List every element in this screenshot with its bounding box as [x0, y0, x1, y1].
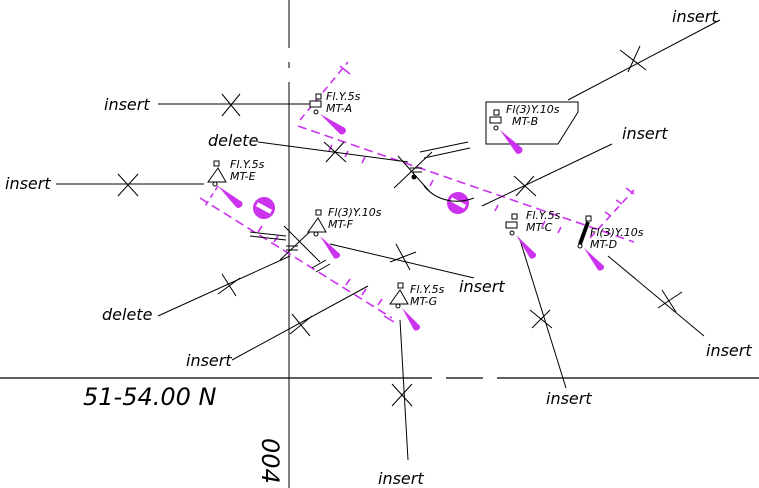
buoy-name: MT-A	[326, 102, 352, 115]
buoy-light: Fl.Y.5s	[326, 90, 361, 103]
buoy-name: MT-F	[328, 218, 354, 231]
buoy-mt-c: Fl.Y.5s MT-C	[505, 209, 561, 259]
annotation-insert-top-right: insert	[672, 7, 718, 26]
fairway-limit-lines	[199, 61, 635, 323]
topmark-icon	[577, 215, 592, 249]
buoy-mt-d: Fl(3)Y.10s MT-D	[577, 215, 644, 271]
buoy-light: Fl(3)Y.10s	[590, 226, 644, 239]
topmark-icon	[307, 209, 327, 237]
topmark-icon	[207, 160, 227, 187]
annotation-insert-mt-a: insert	[104, 95, 150, 114]
buoy-mt-a: Fl.Y.5s MT-A	[309, 90, 361, 135]
no-entry-symbol-right	[447, 192, 469, 214]
buoy-name: MT-G	[410, 295, 437, 308]
light-flare-icon	[402, 308, 421, 331]
light-flare-icon	[320, 236, 341, 259]
no-entry-symbol-left	[253, 197, 275, 219]
restricted-area-symbols	[253, 192, 469, 219]
leader-lines	[56, 19, 721, 461]
annotation-insert-mt-e: insert	[5, 174, 51, 193]
buoy-mt-g: Fl.Y.5s MT-G	[389, 282, 445, 331]
buoy-name: MT-C	[526, 221, 553, 234]
annotation-insert-mt-f: insert	[459, 277, 505, 296]
buoy-name: MT-E	[230, 170, 256, 183]
light-flare-icon	[516, 235, 537, 259]
buoy-light: Fl.Y.5s	[526, 209, 561, 222]
buoy-mt-f: Fl(3)Y.10s MT-F	[307, 206, 382, 259]
buoy-light: Fl.Y.5s	[230, 158, 265, 171]
annotation-insert-mt-d: insert	[706, 341, 752, 360]
annotation-insert-mt-b: insert	[622, 124, 668, 143]
light-flare-icon	[218, 186, 243, 208]
light-flare-icon	[584, 248, 605, 271]
annotation-delete-upper: delete	[208, 131, 259, 150]
annotation-insert-mt-g: insert	[186, 351, 232, 370]
mt-b-callout	[485, 101, 579, 145]
annotation-delete-lower: delete	[102, 305, 153, 324]
buoy-light: Fl.Y.5s	[410, 283, 445, 296]
obsolete-symbols	[249, 141, 475, 273]
buoy-name: MT-B	[512, 115, 538, 128]
annotation-insert-bottom: insert	[378, 469, 424, 488]
topmark-icon	[505, 213, 518, 236]
longitude-label: 004	[256, 438, 284, 484]
buoy-mt-e: Fl.Y.5s MT-E	[207, 158, 265, 208]
buoy-light: Fl(3)Y.10s	[506, 103, 560, 116]
correction-annotations: insert insert delete insert insert inser…	[5, 7, 752, 488]
topmark-icon	[489, 109, 502, 131]
topmark-icon	[309, 93, 322, 115]
topmark-icon	[389, 282, 409, 309]
light-flare-icon	[500, 130, 523, 154]
buoy-mt-b: Fl(3)Y.10s MT-B	[489, 103, 560, 154]
light-flare-icon	[320, 114, 346, 135]
annotation-insert-mt-c: insert	[546, 389, 592, 408]
latitude-label: 51-54.00 N	[83, 383, 217, 411]
buoy-name: MT-D	[590, 238, 617, 251]
buoy-light: Fl(3)Y.10s	[328, 206, 382, 219]
